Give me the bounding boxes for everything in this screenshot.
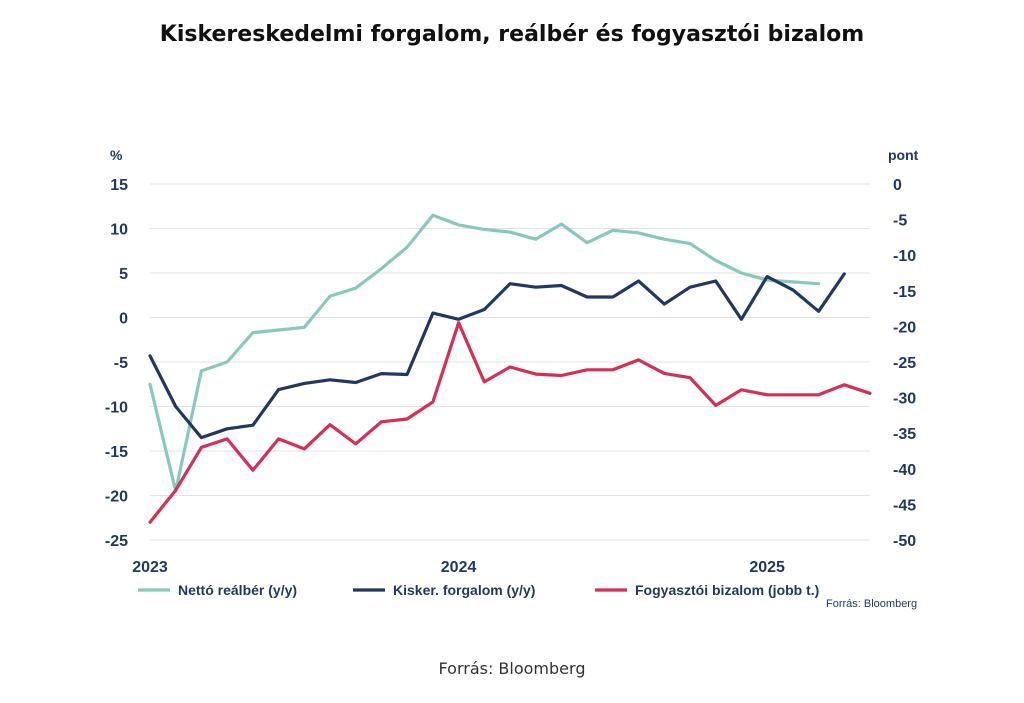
right-tick-label: 0 [893,177,902,194]
footer-source: Forrás: Bloomberg [438,659,586,678]
x-tick-label: 2025 [749,559,785,576]
series-line [148,321,872,524]
right-tick-label: -30 [893,391,916,408]
right-tick-label: -40 [893,462,916,479]
right-tick-label: -45 [893,497,916,514]
right-tick-label: -5 [893,213,907,230]
series-line [148,213,821,493]
left-tick-label: -10 [105,400,128,417]
right-tick-label: -25 [893,355,916,372]
line-chart: 15 10 5 0 -5 -10 -15 -20 -25 0 -5 -10 -15 -20 -25 -30 -… [105,147,919,610]
legend-label: Fogyasztói bizalom (jobb t.) [635,582,819,598]
left-tick-label: 5 [119,266,128,283]
x-tick-label: 2023 [132,559,168,576]
left-tick-label: -20 [105,489,128,506]
left-tick-label: 0 [119,311,128,328]
legend-label: Kisker. forgalom (y/y) [393,582,535,598]
chart-title: Kiskereskedelmi forgalom, reálbér és fog… [159,22,865,47]
x-axis: 2023 2024 2025 [132,559,785,576]
gridlines [150,183,870,541]
left-axis: 15 10 5 0 -5 -10 -15 -20 -25 [105,177,128,550]
left-tick-label: -15 [105,444,128,461]
x-tick-label: 2024 [441,559,477,576]
right-axis-unit: pont [888,147,919,163]
legend: Nettó reálbér (y/y) Kisker. forgalom (y/y… [138,582,819,598]
legend-label: Nettó reálbér (y/y) [178,582,297,598]
right-axis: 0 -5 -10 -15 -20 -25 -30 -35 -40 -45 -50 [893,177,916,550]
left-tick-label: 10 [110,222,128,239]
source-note: Forrás: Bloomberg [826,598,917,610]
left-tick-label: -25 [105,533,128,550]
right-tick-label: -10 [893,248,916,265]
left-tick-label: 15 [110,177,128,194]
right-tick-label: -35 [893,426,916,443]
right-tick-label: -20 [893,319,916,336]
right-tick-label: -15 [893,284,916,301]
series-lines [148,213,872,524]
left-tick-label: -5 [114,355,128,372]
right-tick-label: -50 [893,533,916,550]
left-axis-unit: % [110,147,123,163]
series-line [148,272,846,440]
